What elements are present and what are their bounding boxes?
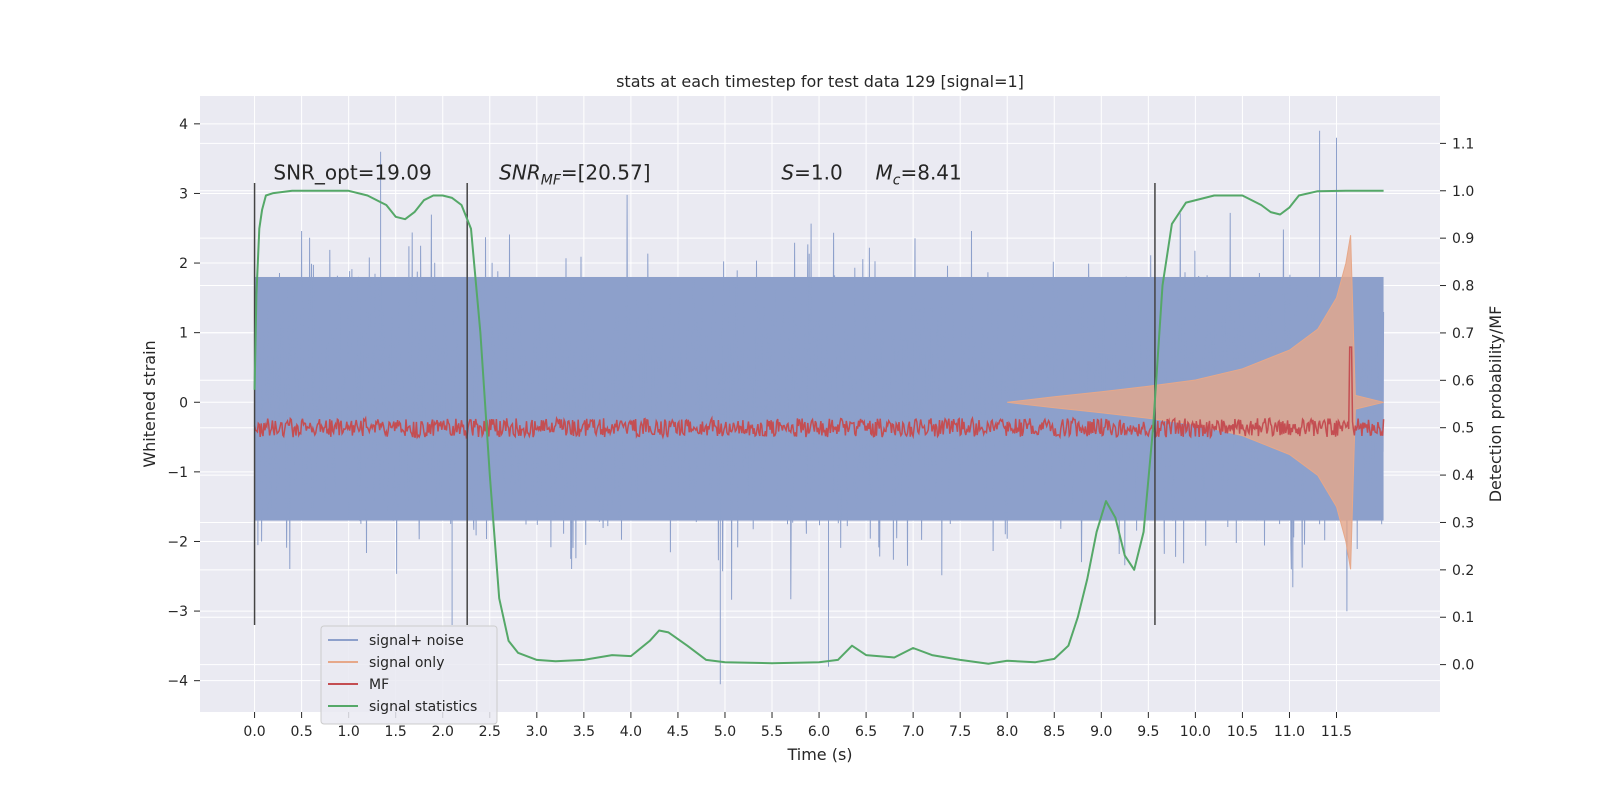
x-tick-label: 3.5 (573, 724, 595, 740)
y2-axis-ticks: 0.0 0.1 0.2 0.3 0.4 0.5 0.6 0.7 0.8 0.9 1.0 1.1 (1440, 136, 1474, 674)
x-tick-label: 11.0 (1274, 724, 1305, 740)
y2-tick-label: 0.4 (1452, 468, 1474, 484)
signal-statistics-series (253, 189, 1384, 665)
x-tick-label: 4.0 (620, 724, 642, 740)
annotations: SNR_opt=19.09 SNRMF=[20.57] S=1.0 Mc=8.41 (273, 161, 961, 189)
x-tick-label: 8.0 (996, 724, 1018, 740)
signal-noise-line (254, 130, 1385, 685)
legend-frame (320, 625, 498, 725)
y-axis-ticks: −4 −3 −2 −1 0 1 2 3 4 (167, 117, 200, 690)
x-tick-label: 1.5 (385, 724, 407, 740)
legend-label: signal only (369, 655, 444, 671)
x-tick-label: 11.5 (1321, 724, 1352, 740)
y2-tick-label: 0.2 (1452, 563, 1474, 579)
mf-line (253, 346, 1385, 440)
y2-tick-label: 1.1 (1452, 136, 1474, 152)
y-tick-label: 0 (179, 395, 188, 411)
y-tick-label: 3 (179, 186, 188, 202)
legend-label: MF (369, 677, 389, 693)
x-tick-label: 8.5 (1043, 724, 1065, 740)
x-tick-label: 6.5 (855, 724, 877, 740)
x-tick-label: 4.5 (667, 724, 689, 740)
x-tick-label: 5.5 (761, 724, 783, 740)
x-tick-label: 6.0 (808, 724, 830, 740)
x-tick-label: 1.0 (338, 724, 360, 740)
y2-tick-label: 0.8 (1452, 279, 1474, 295)
annotation: S=1.0 (781, 161, 842, 185)
y-axis-label: Whitened strain (140, 340, 159, 467)
y-tick-label: −4 (167, 674, 188, 690)
x-axis-label: Time (s) (786, 745, 852, 764)
y-tick-label: −3 (167, 604, 188, 620)
x-tick-label: 5.0 (714, 724, 736, 740)
x-tick-label: 10.0 (1180, 724, 1211, 740)
chart-title: stats at each timestep for test data 129… (616, 72, 1024, 91)
mf-series (253, 346, 1385, 440)
y-tick-label: 2 (179, 256, 188, 272)
x-tick-label: 10.5 (1227, 724, 1258, 740)
annotation: SNRMF=[20.57] (499, 161, 650, 189)
x-tick-label: 0.5 (290, 724, 312, 740)
y-tick-label: 1 (179, 326, 188, 342)
x-tick-label: 9.0 (1090, 724, 1112, 740)
y2-tick-label: 0.7 (1452, 326, 1474, 342)
y2-axis-label: Detection probability/MF (1486, 306, 1505, 503)
legend: signal+ noise signal only MF signal statist… (320, 625, 498, 725)
y-tick-label: −2 (167, 534, 188, 550)
annotation: SNR_opt=19.09 (273, 161, 431, 185)
x-tick-label: 3.0 (526, 724, 548, 740)
x-tick-label: 2.5 (479, 724, 501, 740)
legend-label: signal+ noise (369, 633, 464, 649)
x-axis-ticks: 0.0 0.5 1.0 1.5 2.0 2.5 3.0 3.5 4.0 4.5 5.0 5.5 6.0 6… (243, 712, 1352, 740)
x-tick-label: 7.5 (949, 724, 971, 740)
x-tick-label: 0.0 (243, 724, 265, 740)
y2-tick-label: 0.1 (1452, 610, 1474, 626)
x-tick-label: 9.5 (1137, 724, 1159, 740)
y2-tick-label: 0.9 (1452, 231, 1474, 247)
y2-tick-label: 1.0 (1452, 184, 1474, 200)
y2-tick-label: 0.3 (1452, 515, 1474, 531)
legend-label: signal statistics (369, 699, 477, 715)
y-tick-label: 4 (179, 117, 188, 133)
y2-tick-label: 0.0 (1452, 658, 1474, 674)
signal-statistics-line (253, 189, 1384, 665)
annotation: Mc=8.41 (876, 161, 962, 189)
y2-tick-label: 0.6 (1452, 373, 1474, 389)
y2-tick-label: 0.5 (1452, 421, 1474, 437)
x-tick-label: 2.0 (432, 724, 454, 740)
x-tick-label: 7.0 (902, 724, 924, 740)
y-tick-label: −1 (167, 465, 188, 481)
